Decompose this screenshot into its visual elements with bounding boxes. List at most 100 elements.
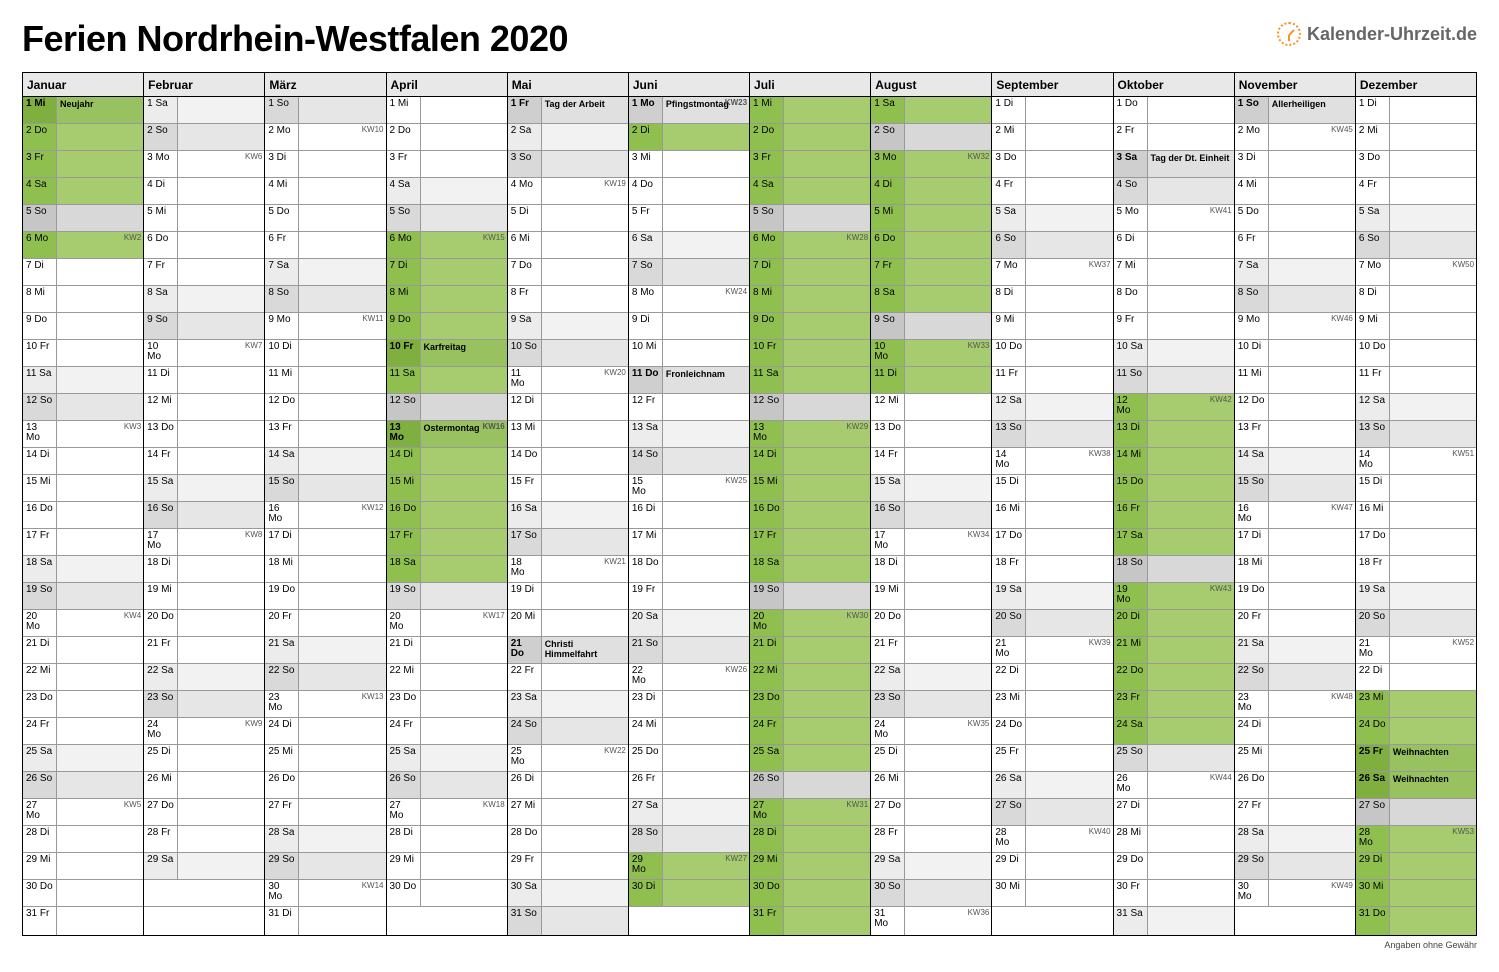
day-number: 2 Do — [23, 124, 57, 150]
day-number: 18 So — [1114, 556, 1148, 582]
day-label: KW36 — [905, 907, 991, 935]
day-label — [542, 205, 628, 231]
day-number: 18 Sa — [387, 556, 421, 582]
day-label — [57, 772, 143, 798]
day-cell: 18 Mi — [1235, 556, 1355, 583]
day-label — [905, 610, 991, 636]
day-number: 21 Fr — [871, 637, 905, 663]
day-number: 20 Sa — [629, 610, 663, 636]
day-label — [905, 853, 991, 879]
day-number: 26 Mo — [1114, 772, 1148, 798]
day-number: 30 Mi — [1356, 880, 1390, 906]
day-number: 20 Di — [1114, 610, 1148, 636]
day-label — [57, 637, 143, 663]
day-cell: 26 Sa — [992, 772, 1112, 799]
day-number: 16 Do — [387, 502, 421, 528]
day-number: 26 Di — [508, 772, 542, 798]
day-number: 17 Fr — [23, 529, 57, 555]
day-cell: 4 Sa — [23, 178, 143, 205]
day-number: 21 Mo — [1356, 637, 1390, 663]
day-cell: 2 MoKW45 — [1235, 124, 1355, 151]
day-label: KW38 — [1026, 448, 1112, 474]
day-number: 21 Mo — [992, 637, 1026, 663]
week-number: KW35 — [968, 719, 990, 729]
day-label — [784, 178, 870, 204]
day-number: 13 Sa — [629, 421, 663, 447]
day-cell: 3 MoKW6 — [144, 151, 264, 178]
day-cell: 1 MoPfingstmontagKW23 — [629, 97, 749, 124]
day-number: 17 So — [508, 529, 542, 555]
day-label — [178, 232, 264, 258]
day-number: 22 Di — [1356, 664, 1390, 690]
day-cell: 20 So — [1356, 610, 1476, 637]
day-number: 13 Mo — [23, 421, 57, 447]
empty-cell — [1235, 907, 1355, 935]
day-label — [1026, 97, 1112, 123]
day-cell: 28 MoKW53 — [1356, 826, 1476, 853]
day-number: 1 Mi — [750, 97, 784, 123]
day-number: 26 So — [750, 772, 784, 798]
day-number: 13 Mi — [508, 421, 542, 447]
day-label — [57, 313, 143, 339]
day-cell: 26 Mi — [871, 772, 991, 799]
week-number: KW19 — [604, 179, 626, 189]
empty-cell — [992, 907, 1112, 935]
day-label — [299, 637, 385, 663]
day-cell: 12 Sa — [1356, 394, 1476, 421]
day-number: 27 Sa — [629, 799, 663, 825]
day-number: 23 Fr — [1114, 691, 1148, 717]
day-label — [905, 232, 991, 258]
day-label: KW21 — [542, 556, 628, 582]
day-number: 21 Di — [750, 637, 784, 663]
day-cell: 6 MoKW15 — [387, 232, 507, 259]
day-number: 10 Fr — [750, 340, 784, 366]
day-label — [1026, 394, 1112, 420]
month-column: Januar1 MiNeujahr2 Do3 Fr4 Sa5 So6 MoKW2… — [23, 73, 144, 935]
day-cell: 21 Fr — [871, 637, 991, 664]
day-cell: 20 MoKW17 — [387, 610, 507, 637]
day-label — [178, 583, 264, 609]
day-label — [905, 178, 991, 204]
day-number: 11 Mi — [1235, 367, 1269, 393]
day-cell: 22 Di — [992, 664, 1112, 691]
day-cell: 12 Mi — [871, 394, 991, 421]
day-number: 7 Fr — [871, 259, 905, 285]
day-cell: 5 Mi — [144, 205, 264, 232]
day-cell: 24 Fr — [23, 718, 143, 745]
day-label — [1269, 394, 1355, 420]
day-label — [784, 664, 870, 690]
day-number: 5 Mo — [1114, 205, 1148, 231]
day-label: KW40 — [1026, 826, 1112, 852]
day-number: 1 Do — [1114, 97, 1148, 123]
day-label — [784, 151, 870, 177]
day-number: 11 Mi — [265, 367, 299, 393]
week-number: KW10 — [362, 125, 384, 135]
day-number: 4 So — [1114, 178, 1148, 204]
day-number: 28 Di — [23, 826, 57, 852]
day-label — [178, 853, 264, 879]
day-label — [299, 259, 385, 285]
day-label — [1026, 799, 1112, 825]
day-number: 11 Di — [871, 367, 905, 393]
day-cell: 10 FrKarfreitag — [387, 340, 507, 367]
day-number: 3 Fr — [23, 151, 57, 177]
day-cell: 23 So — [871, 691, 991, 718]
day-number: 24 Sa — [1114, 718, 1148, 744]
day-label — [663, 340, 749, 366]
day-label — [57, 259, 143, 285]
day-number: 10 Fr — [387, 340, 421, 366]
day-number: 28 Sa — [265, 826, 299, 852]
day-label — [784, 583, 870, 609]
day-number: 29 Di — [992, 853, 1026, 879]
day-number: 6 Sa — [629, 232, 663, 258]
day-cell: 23 Do — [750, 691, 870, 718]
day-cell: 10 MoKW7 — [144, 340, 264, 367]
day-cell: 17 Di — [1235, 529, 1355, 556]
day-number: 19 Do — [1235, 583, 1269, 609]
week-number: KW12 — [362, 503, 384, 513]
month-header: September — [992, 73, 1112, 97]
week-number: KW36 — [968, 908, 990, 918]
day-number: 11 Mo — [508, 367, 542, 393]
day-label — [1269, 232, 1355, 258]
week-number: KW48 — [1331, 692, 1353, 702]
